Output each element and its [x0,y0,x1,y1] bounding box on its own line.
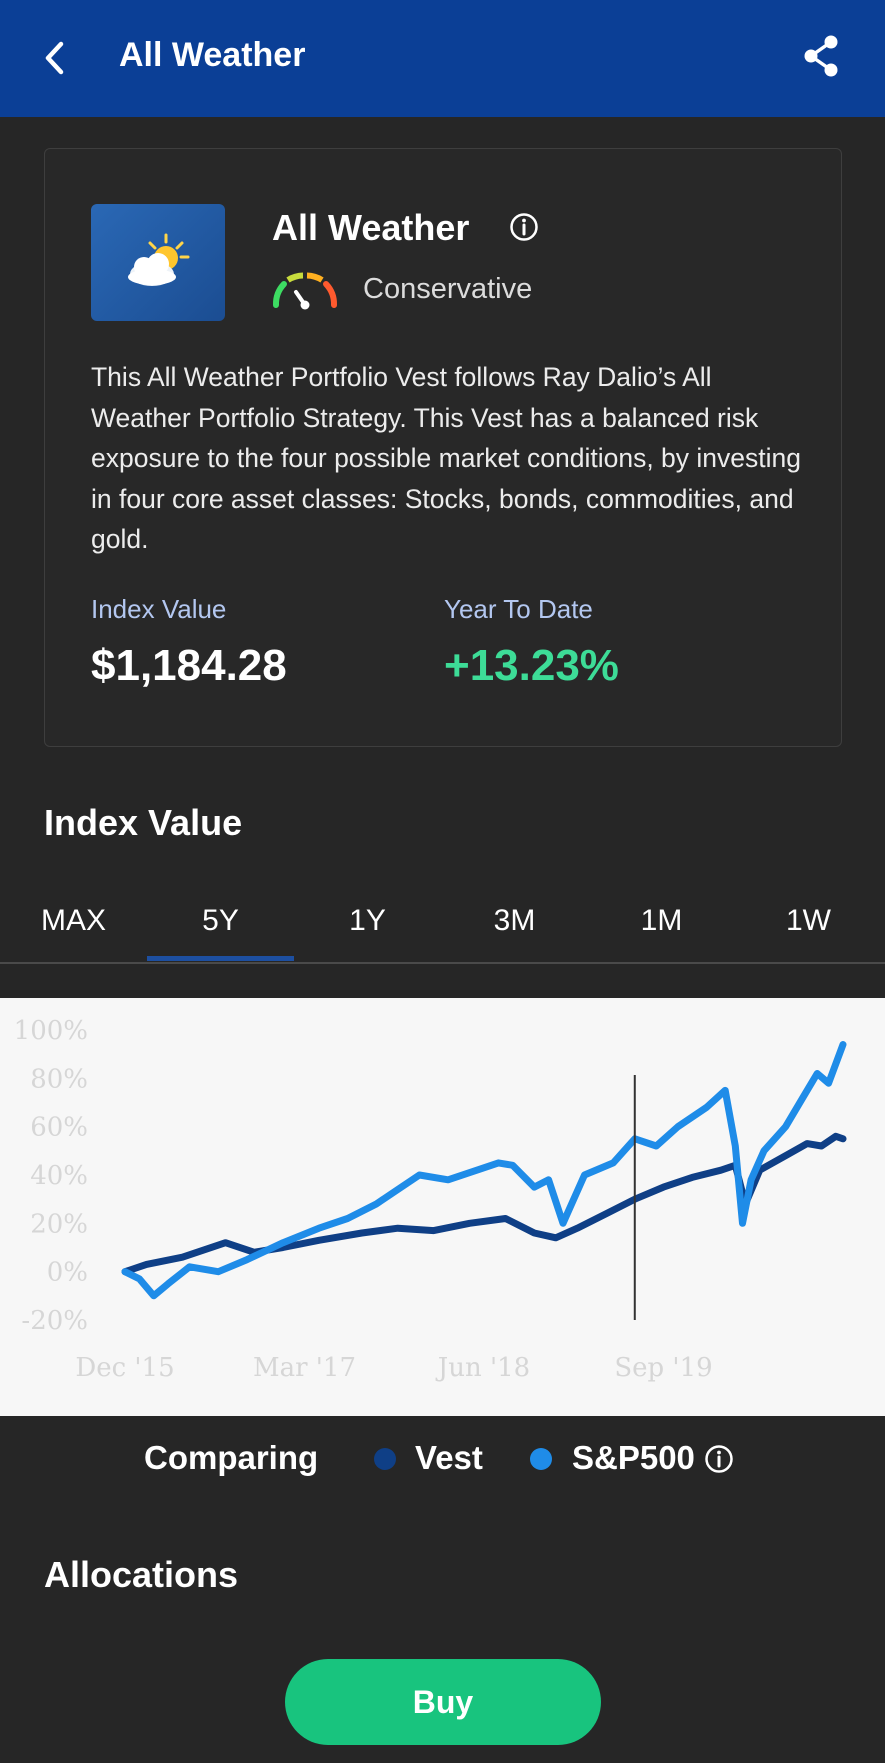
y-tick-label: 20% [30,1209,88,1239]
risk-level-label: Conservative [363,273,533,305]
y-tick-label: 0% [47,1258,88,1288]
x-tick-label: Mar '17 [253,1353,356,1383]
index-value: $1,184.28 [91,641,287,690]
vest-description: This All Weather Portfolio Vest follows … [91,362,802,554]
y-tick-label: 40% [30,1161,88,1191]
back-button[interactable] [34,32,74,84]
index-value-label: Index Value [91,594,227,624]
app-bar-title: All Weather [119,36,306,74]
app-bar: All Weather [0,0,885,117]
tab-1m[interactable]: 1M [640,904,683,937]
y-tick-label: -20% [21,1306,88,1336]
sp500-info-button[interactable] [702,1442,736,1476]
comparison-legend: Comparing Vest S&P500 [0,1430,885,1486]
tab-5y[interactable]: 5Y [202,904,239,937]
tab-1w[interactable]: 1W [786,904,831,937]
index-value-chart[interactable]: 100% 80% 60% 40% 20% 0% -20% Dec '15 Mar '17 Jun … [0,998,885,1416]
buy-button[interactable]: Buy [285,1659,601,1745]
tab-max[interactable]: MAX [40,904,106,937]
vest-summary-card: All Weather Conservative This All Weathe… [44,148,842,747]
timeframe-tabs: MAX 5Y 1Y 3M 1M 1W [0,880,885,964]
y-tick-label: 100% [14,1016,88,1046]
tab-3m[interactable]: 3M [493,904,536,937]
line-chart[interactable]: 100% 80% 60% 40% 20% 0% -20% Dec '15 Mar '17 Jun … [0,998,885,1416]
vest-info-button[interactable] [507,210,541,244]
y-tick-label: 80% [30,1064,88,1094]
sp500-legend-label: S&P500 [572,1439,695,1476]
ytd-label: Year To Date [444,594,593,624]
sp500-legend-swatch [530,1448,552,1470]
vest-legend-label: Vest [415,1439,483,1476]
partly-cloudy-icon [128,233,190,286]
info-icon [705,1445,733,1473]
index-value-section-title: Index Value [44,802,243,843]
info-icon [510,213,538,241]
chevron-left-icon [45,41,64,75]
selected-tab-indicator [147,956,294,961]
comparing-label: Comparing [144,1439,319,1476]
share-icon [804,35,838,77]
series-line-sp500 [121,1041,847,1300]
vest-thumbnail [91,204,225,321]
allocations-section-title: Allocations [44,1554,239,1595]
vest-legend-swatch [374,1448,396,1470]
x-tick-label: Sep '19 [614,1353,712,1383]
x-tick-label: Dec '15 [75,1353,174,1383]
y-tick-label: 60% [30,1113,88,1143]
vest-title: All Weather [272,207,470,248]
share-button[interactable] [795,30,847,82]
tab-1y[interactable]: 1Y [349,904,386,937]
x-tick-label: Jun '18 [435,1353,530,1383]
ytd-value: +13.23% [444,641,619,690]
risk-gauge-icon [273,272,337,310]
